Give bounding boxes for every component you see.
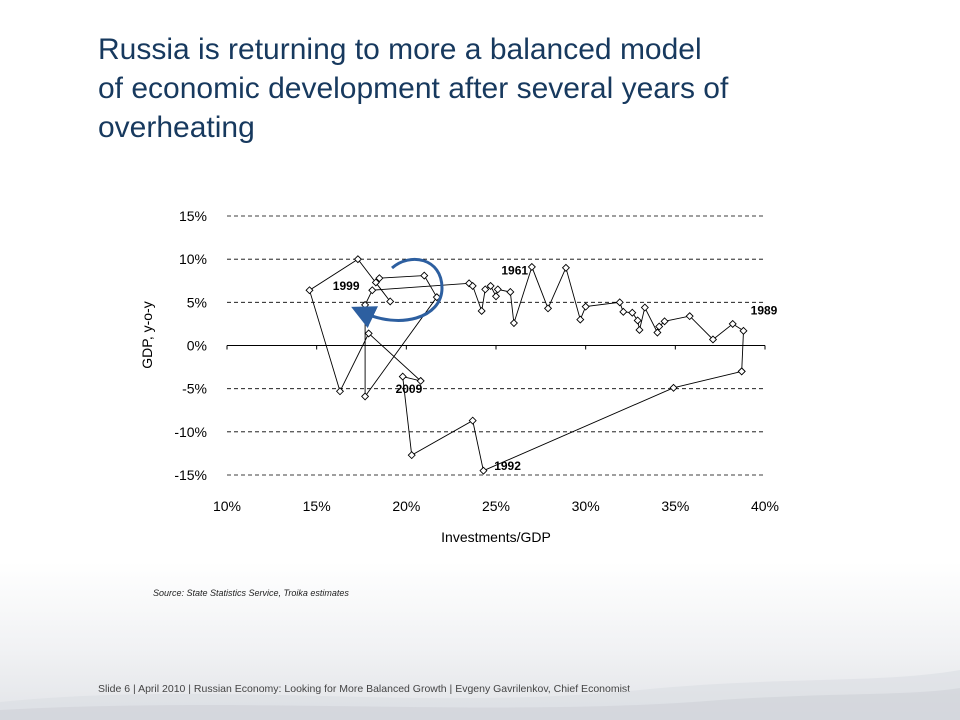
data-point [737, 367, 746, 376]
slide-title-line-3: overheating [98, 111, 255, 144]
data-point [493, 285, 502, 294]
data-point [468, 281, 477, 290]
data-point [685, 312, 694, 321]
data-point [669, 383, 678, 392]
data-point [479, 466, 488, 475]
x-tick-label: 20% [392, 498, 420, 514]
data-point [305, 286, 314, 295]
data-point [368, 286, 377, 295]
data-point [660, 317, 669, 326]
y-tick-label: -10% [174, 424, 207, 440]
data-label: 1999 [333, 279, 360, 293]
y-tick-label: 5% [187, 294, 207, 310]
data-point [353, 255, 362, 264]
x-tick-label: 15% [303, 498, 331, 514]
data-point [708, 335, 718, 344]
y-axis-title: GDP, y-o-y [139, 301, 155, 368]
y-tick-label: -5% [182, 381, 207, 397]
data-point [364, 329, 373, 338]
y-tick-label: 15% [179, 208, 207, 224]
data-point [361, 392, 370, 401]
y-tick-label: 10% [179, 251, 207, 267]
data-point [486, 281, 495, 290]
data-point [640, 303, 649, 312]
x-tick-label: 35% [661, 498, 689, 514]
data-point [527, 262, 536, 271]
x-axis-title: Investments/GDP [441, 529, 551, 545]
slide-title-line-1: Russia is returning to more a balanced m… [98, 33, 702, 66]
data-point [633, 316, 642, 325]
data-label: 1989 [751, 303, 778, 317]
data-point [398, 372, 407, 381]
chart-annotations: 1999 1961 2009 1992 1989 [333, 264, 778, 473]
data-point [491, 292, 501, 301]
data-point [420, 271, 429, 280]
x-tick-label: 40% [751, 498, 779, 514]
slide-title-line-2: of economic development after several ye… [98, 72, 729, 105]
data-point [653, 328, 662, 337]
data-point [576, 315, 585, 324]
x-tick-label: 10% [213, 498, 241, 514]
data-point [728, 319, 737, 328]
data-point [371, 278, 380, 287]
data-point [477, 306, 486, 316]
data-label: 2009 [396, 382, 423, 396]
chart-points [305, 255, 748, 475]
data-point [581, 302, 590, 311]
cycle-arrow [351, 257, 444, 328]
x-tick-label: 25% [482, 498, 510, 514]
data-point [655, 322, 664, 331]
data-point [509, 319, 518, 328]
data-point [335, 387, 345, 396]
y-tick-label: -15% [174, 467, 207, 483]
slide-footer: Slide 6 | April 2010 | Russian Economy: … [98, 683, 631, 695]
data-point [635, 325, 644, 334]
data-point [628, 308, 637, 317]
data-point [481, 285, 490, 294]
data-point [543, 304, 553, 313]
data-point [506, 287, 515, 297]
chart-axes: 15% 10% 5% 0% -5% -10% -15% 10% 15% 20% 25% 30% 35% 4… [174, 208, 779, 514]
data-point [386, 297, 395, 306]
data-point [561, 263, 570, 272]
data-point [375, 274, 384, 283]
data-point [416, 376, 425, 385]
data-point [739, 326, 748, 335]
slide-title: Russia is returning to more a balanced m… [98, 30, 898, 147]
x-tick-label: 30% [572, 498, 600, 514]
source-note: Source: State Statistics Service, Troika… [153, 588, 349, 598]
data-label: 1992 [494, 459, 521, 473]
data-point [615, 298, 624, 307]
data-label: 1961 [501, 264, 528, 278]
data-point [468, 416, 477, 425]
y-tick-label: 0% [187, 338, 207, 354]
data-point [619, 307, 628, 316]
data-point [407, 451, 416, 460]
